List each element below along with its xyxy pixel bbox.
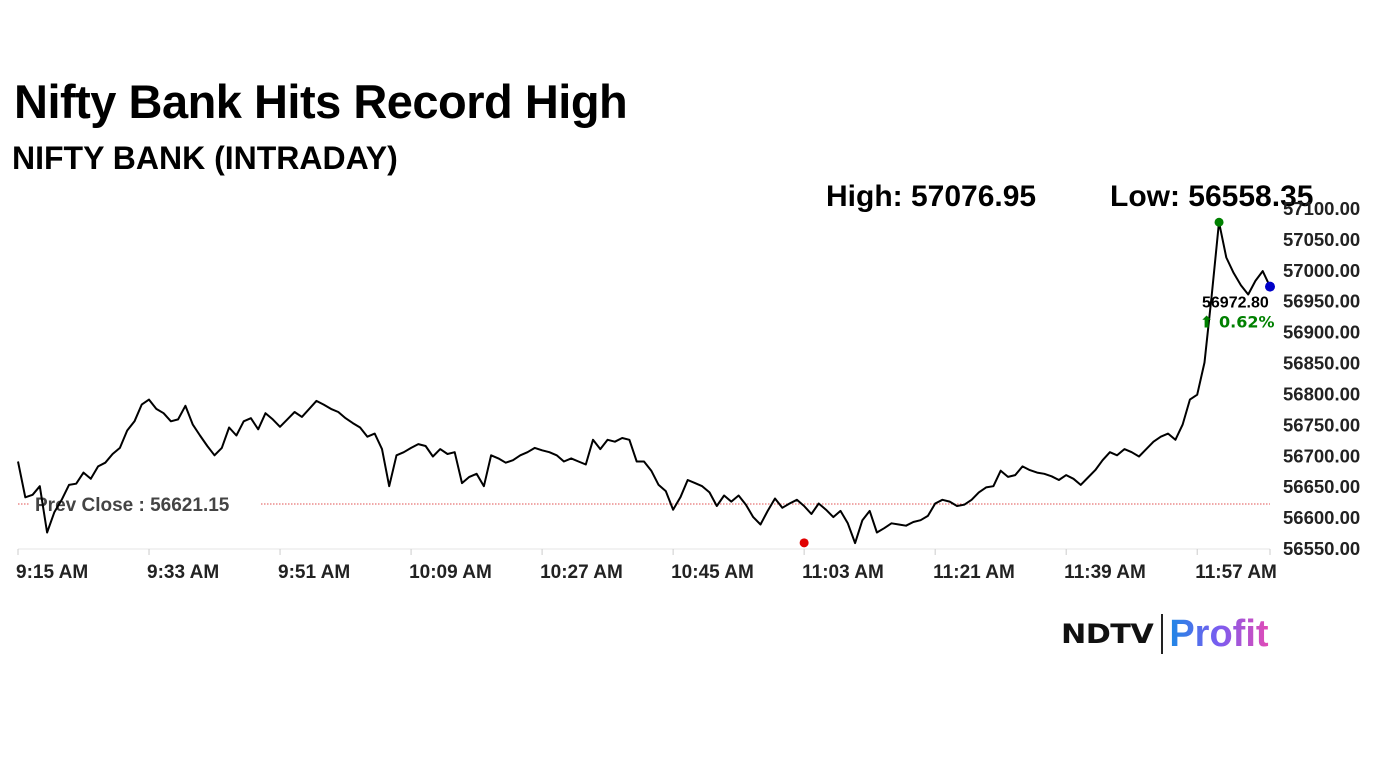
ndtv-profit-logo: NDTV Profit <box>1061 612 1269 656</box>
headline: Nifty Bank Hits Record High <box>14 75 628 128</box>
prev-close-label: Prev Close : 56621.15 <box>35 495 230 516</box>
x-tick-label: 10:09 AM <box>409 562 492 583</box>
series-layer <box>17 221 1271 545</box>
y-tick-label: 57100.00 <box>1283 198 1360 219</box>
brand-divider <box>1161 614 1164 654</box>
prev-close-label-bg <box>30 490 260 517</box>
y-tick-label: 56650.00 <box>1283 476 1360 497</box>
last-change-label: ⬆ 0.62% <box>1200 313 1274 332</box>
prev-close-reference: Prev Close : 56621.15 <box>18 490 1270 517</box>
y-tick-label: 56600.00 <box>1283 507 1360 528</box>
y-tick-label: 56850.00 <box>1283 353 1360 374</box>
day-low-stat: Low: 56558.35 <box>1110 180 1314 213</box>
y-tick-label: 56800.00 <box>1283 383 1360 404</box>
x-tick-label: 11:39 AM <box>1064 562 1146 583</box>
chart-axes: 9:15 AM 9:33 AM 9:51 AM 10:09 AM 10:27 AM 10:… <box>16 198 1360 583</box>
last-price-marker <box>1265 281 1275 292</box>
x-tick-label: 11:57 AM <box>1195 562 1277 583</box>
brand-ndtv: NDTV <box>1061 618 1154 650</box>
x-tick-label: 9:15 AM <box>16 562 88 583</box>
y-tick-label: 56550.00 <box>1283 538 1360 559</box>
chart-subtitle: NIFTY BANK (INTRADAY) <box>12 140 398 176</box>
day-high-stat: High: 57076.95 <box>826 180 1037 213</box>
y-tick-label: 57000.00 <box>1283 260 1360 281</box>
y-tick-label: 56750.00 <box>1283 414 1360 435</box>
y-tick-label: 56900.00 <box>1283 322 1360 343</box>
x-tick-label: 9:33 AM <box>147 562 219 583</box>
y-tick-label: 56950.00 <box>1283 291 1360 312</box>
price-line <box>17 221 1271 545</box>
x-tick-label: 11:03 AM <box>802 562 884 583</box>
marker-layer: 56972.80⬆ 0.62% <box>799 217 1275 548</box>
last-price-label: 56972.80 <box>1202 295 1269 312</box>
y-tick-label: 57050.00 <box>1283 229 1360 250</box>
x-tick-label: 11:21 AM <box>933 562 1015 583</box>
x-tick-label: 9:51 AM <box>278 562 350 583</box>
x-tick-label: 10:27 AM <box>540 562 623 583</box>
x-tick-label: 10:45 AM <box>671 562 754 583</box>
y-tick-label: 56700.00 <box>1283 445 1360 466</box>
brand-profit: Profit <box>1169 612 1269 655</box>
high-marker <box>1214 217 1224 227</box>
low-marker <box>799 538 809 548</box>
